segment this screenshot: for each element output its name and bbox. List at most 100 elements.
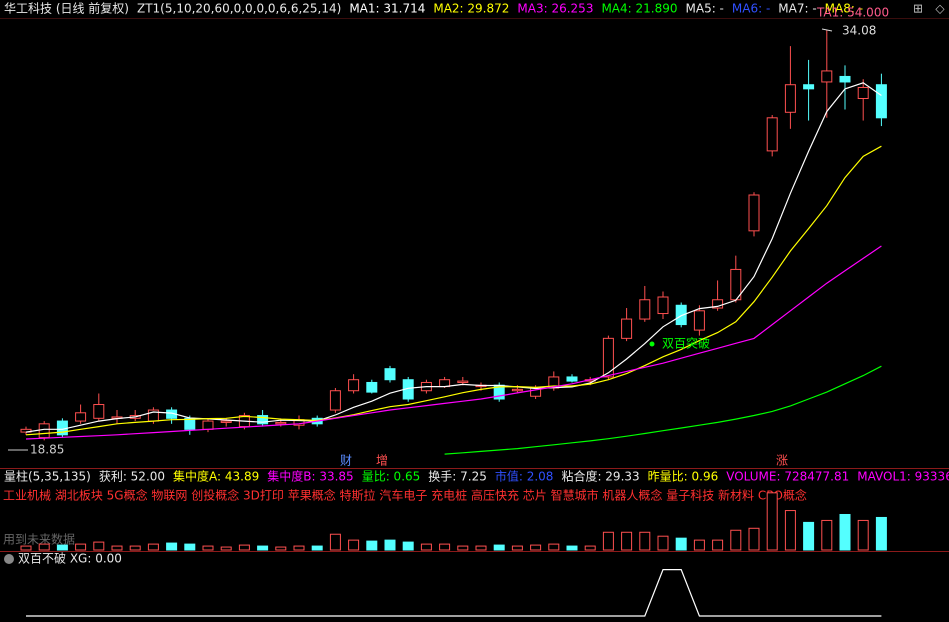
volume-bar: [548, 543, 560, 551]
candle-body: [712, 299, 724, 309]
volume-bar: [493, 544, 505, 551]
header-item: 双百不破 XG: 0.00: [18, 551, 122, 566]
header-item: MA3: 26.253: [517, 2, 593, 16]
volume-bar: [293, 545, 305, 551]
volume-bar: [766, 492, 778, 551]
candle-body: [839, 75, 851, 83]
corner-text: TA1: 54.000: [816, 6, 889, 20]
volume-bar: [784, 510, 796, 551]
header-item: VOLUME: 728477.81: [726, 470, 849, 484]
candle-body: [348, 379, 360, 392]
candle-body: [875, 84, 887, 119]
header-item: 华工科技 (日线 前复权): [4, 1, 129, 16]
volume-bar: [748, 527, 760, 551]
volume-bar: [348, 539, 360, 551]
header-item: MA2: 29.872: [433, 2, 509, 16]
annotation: 双百突破: [662, 336, 710, 351]
candle-body: [748, 194, 760, 232]
volume-bar: [675, 537, 687, 551]
candle-body: [511, 388, 523, 392]
volume-bar: [821, 519, 833, 551]
candle-body: [657, 296, 669, 315]
header-item: 量柱(5,35,135): [4, 469, 91, 484]
volume-bar: [166, 542, 178, 551]
header-item: 粘合度: 29.33: [561, 469, 639, 484]
header-item: 换手: 7.25: [428, 470, 487, 484]
volume-bar: [75, 543, 87, 551]
volume-bar: [475, 545, 487, 551]
candle-body: [93, 404, 105, 419]
candle-body: [602, 337, 614, 378]
volume-bar: [93, 541, 105, 551]
candle-body: [693, 310, 705, 331]
volume-bar: [693, 539, 705, 551]
close-button[interactable]: ◇: [935, 2, 945, 16]
header-item: 集中度A: 43.89: [173, 469, 259, 484]
annotation: 34.08: [842, 24, 876, 38]
candle-body: [220, 420, 232, 423]
annotation: 18.85: [30, 443, 64, 457]
volume-bar: [875, 516, 887, 551]
volume-bar: [712, 539, 724, 551]
header-item: MA1: 31.714: [349, 2, 425, 16]
candle-body: [38, 423, 50, 439]
candle-body: [566, 376, 578, 382]
volume-bar: [111, 545, 123, 551]
candle-body: [639, 299, 651, 320]
volume-bar: [402, 541, 414, 551]
volume-bar: [457, 545, 469, 551]
volume-bar: [657, 535, 669, 551]
volume-bar: [184, 543, 196, 551]
volume-bar: [129, 545, 141, 551]
header-item: MAVOL1: 933362.38: [857, 470, 949, 484]
volume-bar: [530, 544, 542, 551]
volume-bar: [20, 545, 32, 551]
moving-average: [444, 365, 882, 455]
volume-bar: [38, 543, 50, 551]
candle-body: [457, 380, 469, 383]
volume-bar: [439, 543, 451, 551]
concept-tags: 工业机械 湖北板块 5G概念 物联网 创投概念 3D打印 苹果概念 特斯拉 汽车…: [3, 488, 807, 503]
candle-body: [384, 368, 396, 381]
header-item: MA4: 21.890: [601, 2, 677, 16]
candle-body: [784, 84, 796, 113]
volume-bar: [238, 544, 250, 551]
annotation: 增: [376, 454, 388, 468]
candle-body: [621, 318, 633, 339]
moving-average: [25, 82, 882, 433]
layout-button[interactable]: ⊞: [913, 2, 923, 16]
header-item: ZT1(5,10,20,60,0,0,0,0,6,6,25,14): [137, 2, 341, 16]
volume-bar: [584, 545, 596, 551]
volume-bar: [602, 531, 614, 551]
volume-bar: [420, 543, 432, 551]
volume-bar: [56, 544, 68, 551]
candle-body: [366, 381, 378, 393]
volume-bar: [511, 545, 523, 551]
candle-body: [439, 379, 451, 388]
header-item: MA7: -: [778, 2, 816, 16]
volume-bar: [803, 521, 815, 551]
candle-body: [275, 421, 287, 425]
candle-body: [857, 86, 869, 100]
header-item: 量比: 0.65: [362, 470, 421, 484]
candle-body: [803, 84, 815, 90]
header-item: MA8: -: [825, 2, 863, 16]
moving-average: [25, 245, 882, 440]
annotation-arrow: [821, 28, 833, 32]
volume-bar: [839, 513, 851, 551]
volume-bar: [857, 519, 869, 551]
panel-icon: [4, 554, 14, 564]
volume-bar: [257, 545, 269, 551]
volume-bar: [311, 545, 323, 551]
header-item: 获利: 52.00: [99, 470, 165, 484]
volume-bar: [621, 531, 633, 551]
volume-bar: [366, 540, 378, 551]
volume-bar: [730, 529, 742, 551]
header-item: 集中度B: 33.85: [267, 469, 353, 484]
note: 用到未来数据: [3, 532, 75, 547]
annotation: 涨: [776, 453, 788, 468]
candle-body: [257, 415, 269, 425]
candle-body: [202, 420, 214, 430]
volume-bar: [220, 546, 232, 551]
candle-body: [75, 412, 87, 422]
